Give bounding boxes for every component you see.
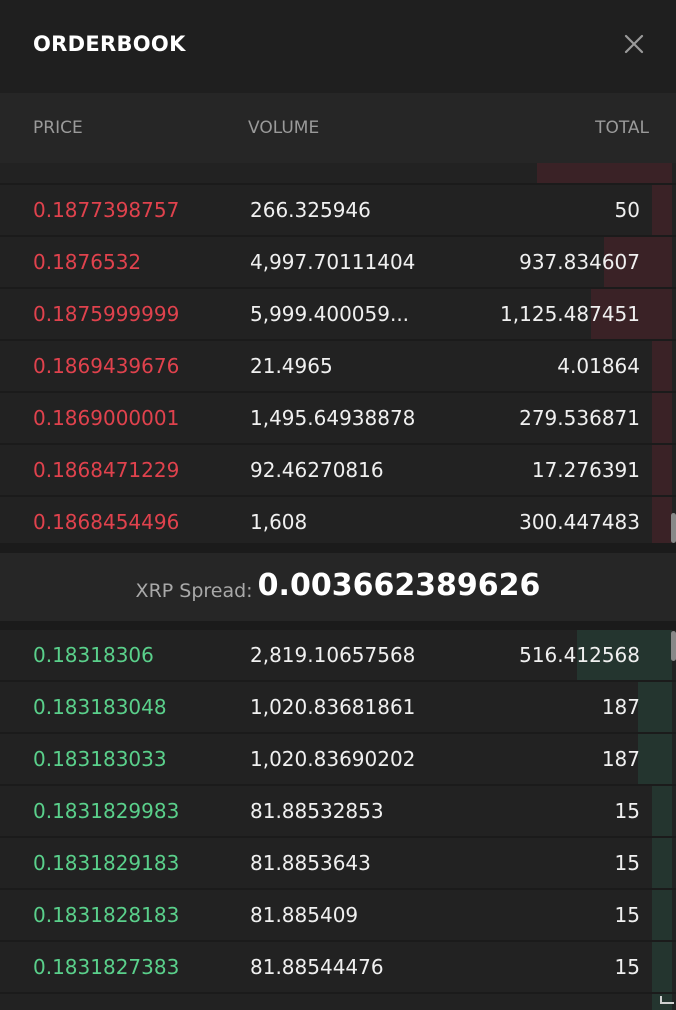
resize-corner-icon (660, 996, 674, 1004)
order-total: 15 (614, 955, 640, 979)
order-row[interactable]: 0.1876532 4,997.70111404 937.834607 (0, 237, 676, 287)
order-volume: 92.46270816 (250, 458, 384, 482)
spread-label: XRP Spread: (135, 580, 253, 602)
order-volume: 1,020.83690202 (250, 747, 416, 771)
depth-bar (652, 341, 672, 391)
order-volume: 266.325946 (250, 198, 371, 222)
order-total: 15 (614, 903, 640, 927)
order-volume: 1,495.64938878 (250, 406, 416, 430)
order-row[interactable]: 0.1831828183 81.885409 15 (0, 890, 676, 940)
column-price: PRICE (33, 118, 83, 138)
order-total: 937.834607 (519, 250, 640, 274)
order-row[interactable]: 0.1869439676 21.4965 4.01864 (0, 341, 676, 391)
order-row[interactable]: 0.1831829183 81.8853643 15 (0, 838, 676, 888)
order-price: 0.1877398757 (33, 198, 180, 222)
order-total: 187 (601, 747, 640, 771)
close-icon[interactable] (622, 32, 646, 56)
order-row[interactable]: 0.1831829983 81.88532853 15 (0, 786, 676, 836)
order-volume: 2,819.10657568 (250, 643, 416, 667)
depth-bar (652, 497, 672, 543)
order-volume: 81.885409 (250, 903, 359, 927)
order-total: 15 (614, 851, 640, 875)
order-volume: 1,608 (250, 510, 308, 534)
depth-bar (652, 393, 672, 443)
order-volume: 81.88532853 (250, 799, 384, 823)
header: ORDERBOOK (0, 0, 676, 93)
depth-bar (652, 185, 672, 235)
asks-scrollbar[interactable] (671, 513, 676, 543)
order-total: 15 (614, 799, 640, 823)
order-price: 0.1875999999 (33, 302, 180, 326)
order-total: 187 (601, 695, 640, 719)
spread-value: 0.003662389626 (257, 568, 541, 603)
order-row[interactable]: 0.183183033 1,020.83690202 187 (0, 734, 676, 784)
order-price: 0.1831829983 (33, 799, 180, 823)
depth-bar (638, 734, 672, 784)
depth-bar (652, 890, 672, 940)
column-total: TOTAL (595, 118, 649, 138)
depth-bar (537, 163, 672, 183)
order-price: 0.1831829183 (33, 851, 180, 875)
order-row[interactable]: 0.1875999999 5,999.400059... 1,125.487451 (0, 289, 676, 339)
order-price: 0.1876532 (33, 250, 142, 274)
bids-scrollbar[interactable] (671, 631, 676, 661)
order-volume: 5,999.400059... (250, 302, 410, 326)
order-price: 0.18318306 (33, 643, 154, 667)
depth-bar (604, 237, 672, 287)
order-price: 0.1869439676 (33, 354, 180, 378)
order-row[interactable] (0, 163, 676, 183)
order-volume: 21.4965 (250, 354, 333, 378)
depth-bar (652, 786, 672, 836)
order-volume: 81.8853643 (250, 851, 371, 875)
order-row[interactable]: 0.183183048 1,020.83681861 187 (0, 682, 676, 732)
order-total: 516.412568 (519, 643, 640, 667)
order-volume: 4,997.70111404 (250, 250, 416, 274)
order-price: 0.1868471229 (33, 458, 180, 482)
order-total: 300.447483 (519, 510, 640, 534)
panel-title: ORDERBOOK (33, 32, 186, 56)
order-row[interactable]: 0.18318306 2,819.10657568 516.412568 (0, 630, 676, 680)
depth-bar (638, 682, 672, 732)
order-price: 0.183183048 (33, 695, 167, 719)
order-row[interactable]: 0.1868454496 1,608 300.447483 (0, 497, 676, 543)
order-total: 50 (614, 198, 640, 222)
order-total: 279.536871 (519, 406, 640, 430)
spread-bar: XRP Spread: 0.003662389626 (0, 553, 676, 621)
column-volume: VOLUME (248, 118, 320, 138)
bids-list[interactable]: 0.18318306 2,819.10657568 516.412568 0.1831… (0, 630, 676, 1010)
depth-bar (652, 445, 672, 495)
order-price: 0.1868454496 (33, 510, 180, 534)
order-row[interactable]: 0.1831827383 81.88544476 15 (0, 942, 676, 992)
order-row[interactable]: 0.1869000001 1,495.64938878 279.536871 (0, 393, 676, 443)
order-price: 0.1831827383 (33, 955, 180, 979)
order-row[interactable] (0, 994, 676, 1010)
order-row[interactable]: 0.1868471229 92.46270816 17.276391 (0, 445, 676, 495)
order-price: 0.1869000001 (33, 406, 180, 430)
order-row[interactable]: 0.1877398757 266.325946 50 (0, 185, 676, 235)
order-volume: 1,020.83681861 (250, 695, 416, 719)
order-total: 17.276391 (531, 458, 640, 482)
depth-bar (652, 838, 672, 888)
order-total: 1,125.487451 (500, 302, 640, 326)
asks-list[interactable]: 0.1877398757 266.325946 50 0.1876532 4,997.7… (0, 163, 676, 543)
order-price: 0.183183033 (33, 747, 167, 771)
depth-bar (577, 630, 672, 680)
order-total: 4.01864 (557, 354, 640, 378)
depth-bar (591, 289, 672, 339)
depth-bar (652, 942, 672, 992)
order-price: 0.1831828183 (33, 903, 180, 927)
order-volume: 81.88544476 (250, 955, 384, 979)
column-header: PRICE VOLUME TOTAL (0, 93, 676, 163)
